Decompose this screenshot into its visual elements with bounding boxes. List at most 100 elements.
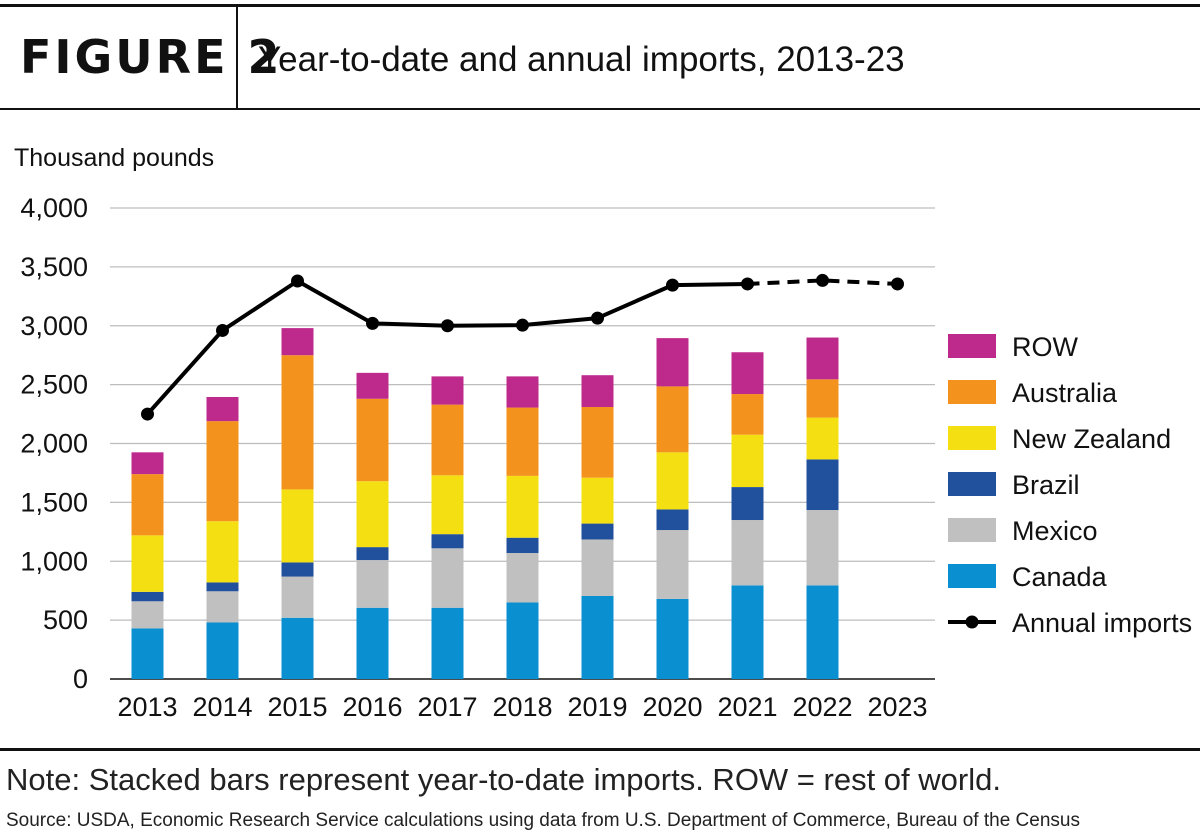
- bar-brazil-2018: [506, 537, 539, 554]
- bar-new-zealand-2015: [281, 489, 314, 563]
- bar-new-zealand-2021: [731, 434, 764, 488]
- bar-brazil-2017: [431, 534, 464, 549]
- bar-mexico-2020: [656, 530, 689, 599]
- bar-canada-2016: [356, 607, 389, 679]
- x-tick-label: 2018: [492, 692, 552, 722]
- bar-mexico-2018: [506, 553, 539, 603]
- legend-swatch-mexico: [948, 518, 996, 542]
- bar-mexico-2019: [581, 539, 614, 596]
- legend-label-new-zealand: New Zealand: [1012, 424, 1171, 454]
- x-tick-label: 2016: [342, 692, 402, 722]
- bar-mexico-2014: [206, 591, 239, 623]
- x-tick-label: 2020: [642, 692, 702, 722]
- bar-canada-2015: [281, 617, 314, 679]
- bar-australia-2019: [581, 406, 614, 478]
- bar-row-2016: [356, 372, 389, 399]
- annual-imports-point-2020: [666, 278, 679, 292]
- bar-row-2013: [131, 452, 164, 475]
- legend-label-mexico: Mexico: [1012, 516, 1098, 546]
- bar-mexico-2021: [731, 520, 764, 586]
- bar-brazil-2020: [656, 509, 689, 531]
- y-tick-label: 500: [43, 605, 88, 635]
- legend-swatch-new-zealand: [948, 426, 996, 450]
- bar-australia-2015: [281, 355, 314, 490]
- figure-label: FIGURE 2: [20, 30, 283, 84]
- bar-row-2020: [656, 338, 689, 387]
- bar-new-zealand-2018: [506, 475, 539, 538]
- bar-row-2022: [806, 337, 839, 380]
- y-axis-label: Thousand pounds: [14, 144, 214, 172]
- x-tick-label: 2021: [717, 692, 777, 722]
- header-divider: [236, 6, 238, 109]
- annual-imports-point-2014: [216, 323, 229, 337]
- bar-mexico-2017: [431, 548, 464, 608]
- x-tick-label: 2023: [867, 692, 927, 722]
- legend-marker-annual-imports: [965, 615, 979, 629]
- bar-row-2014: [206, 396, 239, 422]
- y-tick-label: 0: [73, 664, 88, 694]
- bar-australia-2022: [806, 379, 839, 418]
- bar-canada-2021: [731, 585, 764, 679]
- x-tick-labels: 2013 2014 2015 2016 2017 2018 2019 2020 2021 2022…: [117, 692, 927, 722]
- y-tick-labels: 0 500 1,000 1,500 2,000 2,500 3,000 3,500 4,000: [20, 193, 88, 694]
- bar-australia-2021: [731, 394, 764, 435]
- bar-brazil-2019: [581, 523, 614, 540]
- bar-brazil-2015: [281, 562, 314, 577]
- bar-canada-2018: [506, 602, 539, 679]
- y-tick-label: 3,500: [20, 252, 88, 282]
- bar-australia-2013: [131, 474, 164, 536]
- stacked-bar-chart: Thousand pounds 0 500 1,000 1,500 2,000 2,500…: [14, 144, 1192, 722]
- legend-swatch-canada: [948, 564, 996, 588]
- annual-imports-point-2021: [741, 277, 754, 291]
- legend: ROW Australia New Zealand Brazil Mexico Canad…: [948, 332, 1192, 638]
- bar-row-2021: [731, 352, 764, 395]
- y-tick-label: 1,500: [20, 487, 88, 517]
- bar-new-zealand-2016: [356, 481, 389, 548]
- bar-brazil-2022: [806, 459, 839, 511]
- bar-new-zealand-2020: [656, 452, 689, 510]
- bar-canada-2017: [431, 607, 464, 679]
- legend-label-annual-imports: Annual imports: [1012, 608, 1192, 638]
- bar-canada-2020: [656, 598, 689, 679]
- bar-australia-2017: [431, 404, 464, 476]
- legend-swatch-australia: [948, 380, 996, 404]
- bar-canada-2013: [131, 628, 164, 679]
- legend-label-australia: Australia: [1012, 378, 1118, 408]
- bar-new-zealand-2017: [431, 475, 464, 535]
- gridlines: [110, 207, 935, 680]
- y-tick-label: 3,000: [20, 311, 88, 341]
- annual-imports-point-2017: [441, 319, 454, 333]
- annual-imports-point-2015: [291, 274, 304, 288]
- bars: [131, 328, 839, 679]
- y-tick-label: 1,000: [20, 546, 88, 576]
- bar-australia-2020: [656, 386, 689, 453]
- top-rule: [0, 4, 1200, 7]
- bar-mexico-2013: [131, 601, 164, 629]
- bar-canada-2014: [206, 622, 239, 679]
- x-tick-label: 2013: [117, 692, 177, 722]
- legend-swatch-brazil: [948, 472, 996, 496]
- bar-row-2017: [431, 376, 464, 405]
- legend-label-brazil: Brazil: [1012, 470, 1080, 500]
- footer-rule: [0, 748, 1200, 751]
- figure-title: Year-to-date and annual imports, 2013-23: [258, 40, 905, 79]
- bar-new-zealand-2022: [806, 417, 839, 460]
- header-rule: [0, 108, 1200, 110]
- annual-imports-point-2013: [141, 407, 154, 421]
- bar-row-2018: [506, 376, 539, 408]
- annual-imports-point-2022: [816, 273, 829, 287]
- x-tick-label: 2014: [192, 692, 252, 722]
- annual-imports-line-dashed: [747, 278, 898, 286]
- bar-mexico-2015: [281, 576, 314, 618]
- bar-mexico-2016: [356, 560, 389, 608]
- bar-new-zealand-2013: [131, 535, 164, 592]
- annual-imports-point-2016: [366, 316, 379, 330]
- bar-brazil-2014: [206, 582, 239, 592]
- bar-brazil-2013: [131, 591, 164, 602]
- bar-canada-2019: [581, 595, 614, 679]
- bar-australia-2014: [206, 421, 239, 522]
- bar-brazil-2021: [731, 487, 764, 521]
- x-tick-label: 2015: [267, 692, 327, 722]
- annual-imports-point-2023: [891, 277, 904, 291]
- bar-australia-2018: [506, 407, 539, 476]
